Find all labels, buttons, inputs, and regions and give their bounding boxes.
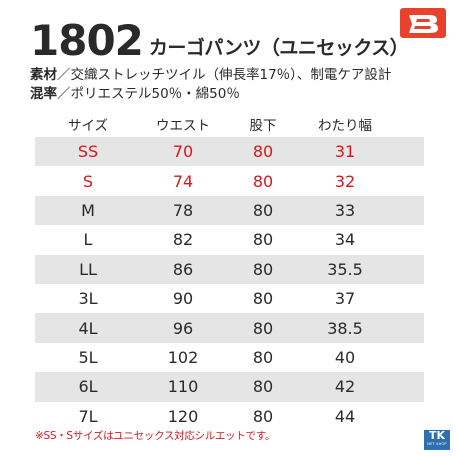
thigh-cell: 42 (334, 377, 356, 397)
size-cell: 3L (78, 289, 98, 309)
spec-line-blend: 混率 ／ポリエステル50％・綿50％ (30, 85, 391, 104)
column-header-thigh: わたり幅 (318, 118, 372, 134)
table-row: 3L 90 80 37 (35, 284, 424, 313)
inseam-cell: 80 (252, 259, 274, 279)
size-cell: 7L (78, 406, 98, 426)
size-cell: S (82, 171, 94, 191)
column-header-waist: ウエスト (156, 118, 210, 134)
thigh-cell: 37 (334, 289, 356, 309)
table-row: 6L 110 80 42 (35, 372, 424, 402)
table-row: 4L 96 80 38.5 (35, 313, 424, 343)
spec-block: 素材 ／交織ストレッチツイル（伸長率17％）、制電ケア設計 混率 ／ポリエステル50… (30, 66, 391, 104)
spec-key: 素材 (30, 67, 57, 83)
thigh-cell: 33 (334, 200, 356, 220)
thigh-cell: 40 (334, 347, 356, 367)
waist-cell: 120 (167, 406, 199, 426)
title-block: 1802 カーゴパンツ（ユニセックス） (30, 16, 409, 65)
waist-cell: 74 (172, 171, 194, 191)
table-row: M 78 80 33 (35, 195, 424, 226)
waist-cell: 90 (172, 289, 194, 309)
waist-cell: 96 (172, 318, 194, 338)
size-cell: SS (77, 142, 99, 162)
thigh-cell: 38.5 (327, 318, 363, 338)
waist-cell: 82 (172, 230, 194, 250)
store-logo-text: TK (428, 429, 446, 442)
inseam-cell: 80 (252, 406, 274, 426)
waist-cell: 102 (167, 347, 199, 367)
spec-value: ／交織ストレッチツイル（伸長率17％）、制電ケア設計 (57, 67, 392, 83)
inseam-cell: 80 (252, 377, 274, 397)
thigh-cell: 34 (334, 230, 356, 250)
waist-cell: 86 (172, 259, 194, 279)
product-name: カーゴパンツ（ユニセックス） (148, 37, 409, 59)
footnote: ※SS・Sサイズはユニセックス対応シルエットです。 (35, 430, 276, 442)
table-row: S 74 80 32 (35, 166, 424, 195)
inseam-cell: 80 (252, 289, 274, 309)
thigh-cell: 44 (334, 406, 356, 426)
store-logo-subtext: NET SHOP (427, 442, 447, 446)
inseam-cell: 80 (252, 200, 274, 220)
waist-cell: 78 (172, 200, 194, 220)
column-header-inseam: 股下 (249, 118, 277, 134)
size-table: サイズ ウエスト 股下 わたり幅 SS 70 80 31 S 74 80 32 … (35, 111, 424, 431)
size-cell: L (83, 230, 93, 250)
thigh-cell: 35.5 (327, 259, 363, 279)
table-header-row: サイズ ウエスト 股下 わたり幅 (35, 111, 424, 137)
size-cell: 6L (78, 377, 98, 397)
product-code: 1802 (30, 16, 144, 65)
table-row: L 82 80 34 (35, 225, 424, 254)
spec-value: ／ポリエステル50％・綿50％ (57, 86, 240, 102)
spec-line-material: 素材 ／交織ストレッチツイル（伸長率17％）、制電ケア設計 (30, 66, 391, 85)
size-cell: 5L (78, 347, 98, 367)
table-row: 5L 102 80 40 (35, 343, 424, 372)
tk-store-logo-icon: TK NET SHOP (424, 430, 450, 450)
waist-cell: 70 (172, 142, 194, 162)
thigh-cell: 32 (334, 171, 356, 191)
inseam-cell: 80 (252, 171, 274, 191)
table-row: SS 70 80 31 (35, 137, 424, 167)
inseam-cell: 80 (252, 230, 274, 250)
column-header-size: サイズ (67, 118, 109, 134)
table-row: LL 86 80 35.5 (35, 254, 424, 284)
thigh-cell: 31 (334, 142, 356, 162)
table-row: 7L 120 80 44 (35, 402, 424, 431)
inseam-cell: 80 (252, 318, 274, 338)
size-cell: M (81, 200, 95, 220)
waist-cell: 110 (167, 377, 199, 397)
burtle-b-logo-icon (400, 8, 446, 38)
size-cell: LL (79, 259, 97, 279)
spec-key: 混率 (30, 86, 57, 102)
inseam-cell: 80 (252, 142, 274, 162)
size-cell: 4L (78, 318, 98, 338)
inseam-cell: 80 (252, 347, 274, 367)
